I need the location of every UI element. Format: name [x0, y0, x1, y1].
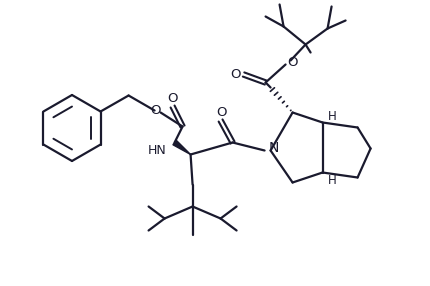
Text: O: O [167, 92, 178, 105]
Text: O: O [287, 56, 298, 69]
Text: H: H [328, 174, 337, 187]
Text: O: O [230, 68, 241, 81]
Text: HN: HN [148, 144, 166, 157]
Text: O: O [216, 106, 227, 119]
Text: O: O [150, 104, 161, 117]
Polygon shape [173, 140, 190, 154]
Text: N: N [269, 142, 279, 156]
Text: H: H [328, 110, 337, 123]
